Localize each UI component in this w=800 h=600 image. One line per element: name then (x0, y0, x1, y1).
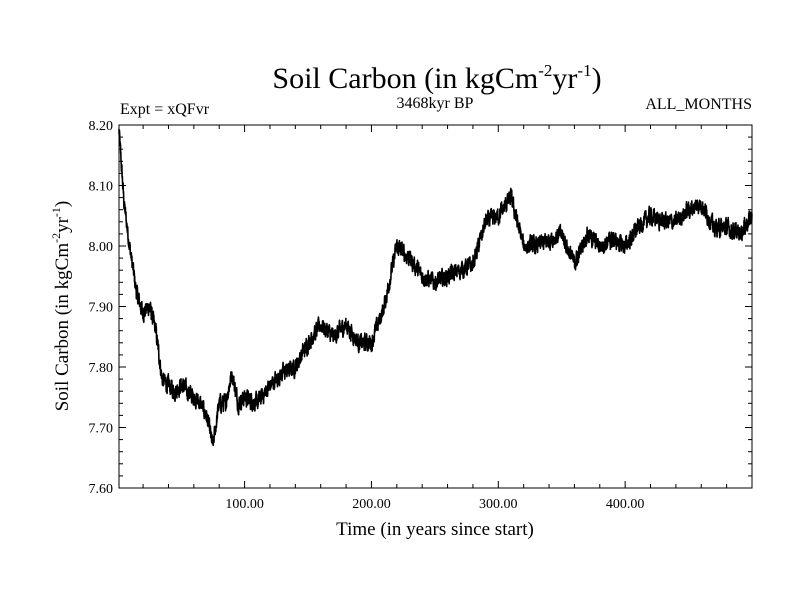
chart-title: Soil Carbon (in kgCm-2yr-1) (272, 61, 601, 95)
x-tick-label: 300.00 (479, 497, 518, 512)
x-tick-label: 400.00 (606, 497, 645, 512)
y-tick-label: 8.10 (89, 180, 114, 195)
y-axis: 7.60 7.70 7.80 7.90 8.00 8.10 8.20 (89, 119, 752, 497)
series-line-soil-carbon (118, 128, 753, 447)
x-axis-label: Time (in years since start) (336, 519, 534, 540)
y-tick-label: 8.00 (89, 240, 114, 255)
months-label: ALL_MONTHS (645, 96, 752, 113)
y-tick-label: 7.90 (89, 301, 114, 316)
y-tick-label: 7.60 (89, 482, 114, 497)
x-axis: 100.00 200.00 300.00 400.00 (142, 125, 728, 512)
y-tick-label: 7.80 (89, 361, 114, 376)
x-tick-label: 200.00 (352, 497, 391, 512)
experiment-label: Expt = xQFvr (120, 101, 210, 118)
y-tick-label: 7.70 (89, 422, 114, 437)
y-axis-label: Soil Carbon (in kgCm-2yr-1) (49, 201, 73, 412)
x-tick-label: 100.00 (225, 497, 264, 512)
period-label: 3468kyr BP (397, 95, 474, 112)
y-tick-label: 8.20 (89, 119, 114, 134)
